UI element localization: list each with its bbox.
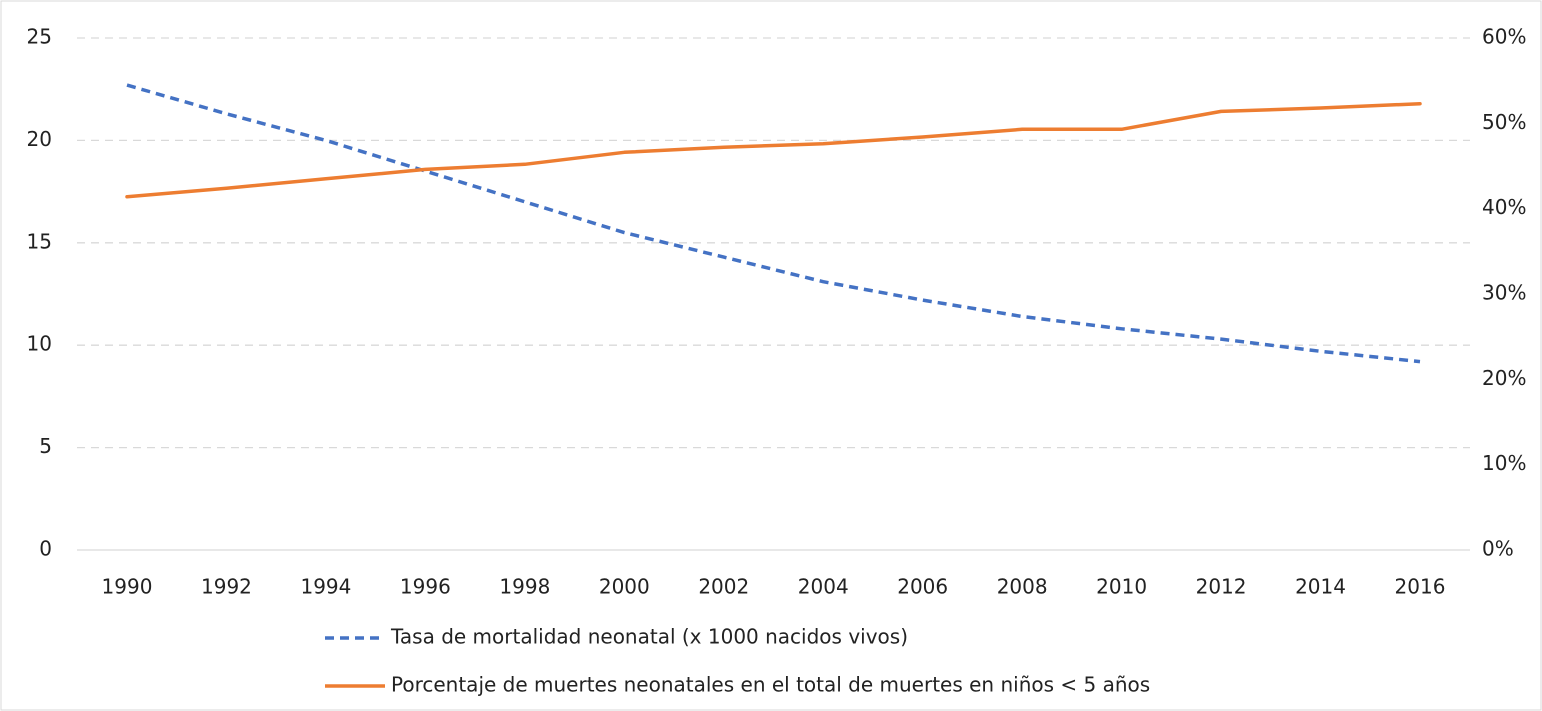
x-tick-label: 2014 [1295,575,1346,599]
x-tick-label: 2000 [599,575,650,599]
y-tick-label: 10 [27,332,52,356]
y2-tick-label: 0% [1482,537,1514,561]
legend-label: Porcentaje de muertes neonatales en el t… [391,673,1150,697]
legend-label: Tasa de mortalidad neonatal (x 1000 naci… [390,625,908,649]
x-tick-label: 2008 [997,575,1048,599]
x-tick-label: 1996 [400,575,451,599]
x-tick-label: 2002 [698,575,749,599]
y2-tick-label: 50% [1482,110,1526,134]
x-tick-label: 2012 [1196,575,1247,599]
y2-tick-label: 30% [1482,281,1526,305]
x-tick-label: 1994 [300,575,351,599]
x-tick-label: 2006 [897,575,948,599]
y2-tick-label: 40% [1482,195,1526,219]
x-tick-label: 2010 [1096,575,1147,599]
x-tick-label: 1990 [102,575,153,599]
y2-tick-label: 60% [1482,25,1526,49]
y-tick-label: 5 [39,434,52,458]
x-tick-label: 1992 [201,575,252,599]
x-tick-label: 2016 [1395,575,1446,599]
y-tick-label: 20 [27,127,52,151]
y2-tick-label: 10% [1482,451,1526,475]
y-tick-label: 0 [39,537,52,561]
x-tick-label: 2004 [798,575,849,599]
y2-tick-label: 20% [1482,366,1526,390]
y-tick-label: 15 [27,229,52,253]
series-line [125,101,1422,199]
x-tick-label: 1998 [499,575,550,599]
y-tick-label: 25 [27,25,52,49]
